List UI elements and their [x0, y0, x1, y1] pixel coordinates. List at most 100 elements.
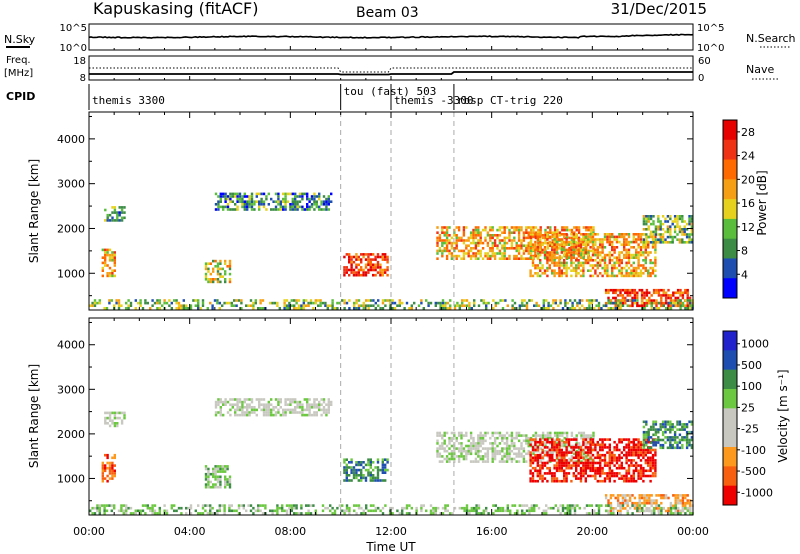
velocity-echo-cell: [671, 425, 674, 429]
power-echo-cell: [443, 241, 446, 245]
velocity-echo-cell: [566, 504, 569, 507]
power-echo-cell: [688, 220, 691, 223]
velocity-echo-cell: [565, 453, 568, 457]
velocity-echo-cell: [557, 506, 560, 510]
velocity-echo-cell: [199, 512, 202, 515]
power-echo-cell: [472, 239, 475, 242]
power-echo-cell: [225, 301, 229, 305]
velocity-echo-cell: [579, 451, 583, 454]
power-echo-cell: [372, 273, 375, 277]
power-echo-cell: [113, 206, 117, 209]
velocity-echo-cell: [644, 459, 647, 462]
velocity-echo-cell: [253, 411, 256, 414]
power-echo-cell: [282, 192, 285, 196]
power-echo-cell: [108, 253, 112, 257]
velocity-echo-cell: [673, 438, 677, 442]
power-echo-cell: [511, 304, 514, 307]
power-echo-cell: [258, 205, 261, 209]
power-echo-cell: [277, 197, 280, 201]
power-echo-cell: [648, 291, 651, 295]
power-echo-cell: [449, 307, 452, 310]
velocity-echo-cell: [575, 434, 578, 437]
power-echo-cell: [539, 266, 542, 270]
power-echo-cell: [175, 299, 178, 302]
power-echo-cell: [639, 238, 643, 241]
power-echo-cell: [534, 235, 537, 239]
velocity-echo-cell: [529, 461, 532, 465]
power-colorbar-tick-label: 4: [741, 268, 748, 281]
power-echo-cell: [216, 270, 220, 273]
power-echo-cell: [580, 241, 583, 245]
power-echo-cell: [336, 307, 339, 310]
velocity-echo-cell: [570, 459, 573, 462]
velocity-echo-cell: [420, 506, 423, 510]
velocity-echo-cell: [539, 434, 542, 437]
power-echo-cell: [591, 243, 595, 246]
velocity-echo-cell: [113, 456, 116, 460]
power-echo-cell: [481, 241, 485, 245]
velocity-echo-cell: [549, 436, 552, 440]
power-echo-cell: [486, 244, 490, 247]
power-colorbar-tick-label: 8: [741, 245, 748, 258]
velocity-echo-cell: [274, 413, 278, 417]
velocity-echo-cell: [197, 504, 200, 507]
velocity-echo-cell: [560, 466, 563, 470]
power-echo-cell: [113, 251, 116, 254]
power-echo-cell: [637, 253, 640, 257]
power-echo-cell: [501, 252, 504, 255]
velocity-echo-cell: [543, 477, 547, 480]
power-echo-cell: [629, 299, 632, 302]
power-echo-cell: [635, 256, 638, 259]
power-echo-cell: [489, 247, 492, 250]
power-echo-cell: [560, 274, 563, 278]
power-echo-cell: [306, 195, 309, 198]
velocity-echo-cell: [654, 464, 657, 467]
power-echo-cell: [684, 307, 687, 310]
power-echo-cell: [606, 233, 609, 236]
velocity-echo-cell: [642, 472, 645, 475]
velocity-echo-cell: [508, 447, 511, 450]
velocity-echo-cell: [246, 406, 249, 409]
velocity-echo-cell: [536, 474, 539, 478]
power-echo-cell: [548, 253, 551, 257]
velocity-echo-cell: [482, 509, 485, 513]
velocity-echo-cell: [273, 509, 277, 513]
velocity-echo-cell: [620, 474, 623, 478]
power-echo-cell: [236, 195, 239, 198]
power-echo-cell: [563, 235, 566, 239]
velocity-echo-cell: [325, 413, 328, 417]
power-echo-cell: [115, 301, 118, 305]
power-echo-cell: [594, 269, 597, 272]
velocity-echo-cell: [603, 443, 607, 447]
velocity-echo-cell: [611, 469, 614, 473]
power-echo-cell: [253, 200, 256, 203]
velocity-echo-cell: [645, 433, 648, 437]
power-echo-cell: [625, 261, 628, 265]
velocity-echo-cell: [477, 436, 480, 440]
power-echo-cell: [681, 304, 685, 307]
power-echo-cell: [589, 259, 592, 262]
velocity-echo-cell: [165, 509, 169, 513]
velocity-colorbar-segment: [723, 447, 737, 467]
velocity-echo-cell: [219, 470, 222, 473]
power-echo-cell: [644, 259, 647, 262]
power-echo-cell: [655, 304, 658, 308]
power-echo-cell: [565, 233, 568, 236]
velocity-echo-cell: [660, 501, 663, 505]
velocity-echo-cell: [609, 496, 613, 500]
power-echo-cell: [457, 236, 461, 240]
power-echo-cell: [322, 203, 326, 206]
power-echo-cell: [525, 231, 528, 234]
velocity-echo-cell: [108, 416, 112, 420]
velocity-echo-cell: [106, 456, 109, 460]
velocity-echo-cell: [601, 448, 604, 452]
power-echo-cell: [531, 261, 535, 265]
power-echo-cell: [553, 235, 556, 239]
velocity-echo-cell: [234, 398, 237, 401]
velocity-echo-cell: [651, 453, 655, 457]
power-colorbar-segment: [723, 238, 737, 259]
velocity-echo-cell: [589, 440, 592, 444]
velocity-echo-cell: [659, 438, 662, 442]
power-echo-cell: [553, 228, 557, 232]
velocity-echo-cell: [509, 509, 512, 513]
